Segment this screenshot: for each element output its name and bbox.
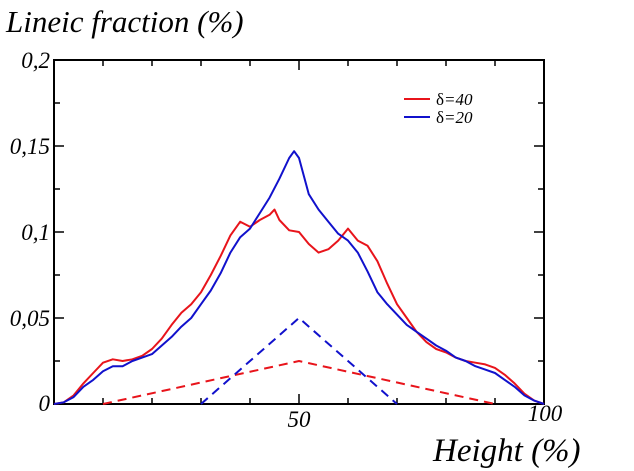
series-line-0 [53,208,545,405]
x-tick-labels: 50 100 [288,401,563,432]
y-tick-label-0: 0 [39,391,51,416]
y-tick-label-0-05: 0,05 [10,306,50,331]
series-line-3 [200,317,398,405]
series-line-2 [102,360,496,405]
x-axis-label: Height (%) [432,433,581,469]
y-axis-label: Lineic fraction (%) [5,4,244,39]
series-line-1 [53,150,545,405]
series-layer [53,150,545,405]
legend-label-delta-40: δ=40 [436,90,473,109]
y-tick-label-0-2: 0,2 [21,48,50,73]
y-tick-label-0-15: 0,15 [10,134,50,159]
legend-label-delta-20: δ=20 [436,108,473,127]
y-tick-label-0-1: 0,1 [21,220,50,245]
x-tick-label-50: 50 [288,407,312,432]
legend: δ=40 δ=20 [404,90,473,127]
x-tick-label-100: 100 [528,401,563,426]
y-tick-labels: 0,2 0,15 0,1 0,05 0 [10,48,51,416]
